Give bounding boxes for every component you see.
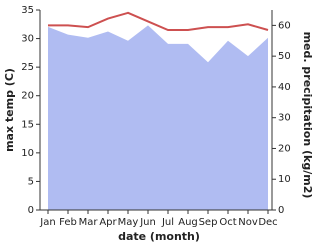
chart: date (month) max temp (C) med. precipita… — [3, 5, 314, 243]
x-tick-label: Jun — [139, 217, 156, 228]
y-tick-label: 15 — [21, 119, 34, 130]
y2-tick-label: 50 — [278, 51, 291, 62]
y-tick-label: 35 — [21, 5, 34, 16]
x-tick-label: May — [118, 217, 139, 228]
y-tick-label: 0 — [28, 205, 34, 216]
y-tick-label: 30 — [21, 34, 34, 45]
y-axis-label: max temp (C) — [3, 68, 16, 152]
x-tick-label: Apr — [99, 217, 117, 228]
x-tick-label: Dec — [258, 217, 277, 228]
y2-axis-label: med. precipitation (kg/m2) — [301, 32, 314, 199]
x-axis-label: date (month) — [118, 230, 200, 243]
x-tick-label: Aug — [178, 217, 198, 228]
x-tick-label: Nov — [238, 217, 258, 228]
line — [48, 11, 269, 31]
x-tick-label: Jul — [161, 217, 174, 228]
y-tick-label: 5 — [28, 176, 34, 187]
x-tick-label: Jan — [39, 217, 55, 228]
y2-tick-label: 10 — [278, 174, 291, 185]
y-tick-label: 25 — [21, 62, 34, 73]
y2-tick-label: 20 — [278, 143, 291, 154]
x-tick-label: Oct — [219, 217, 236, 228]
x-tick-label: Feb — [59, 217, 77, 228]
y-tick-label: 10 — [21, 148, 34, 159]
y2-tick-label: 0 — [278, 205, 284, 216]
x-tick-label: Sep — [199, 217, 218, 228]
y-tick-label: 20 — [21, 91, 34, 102]
y2-tick-label: 30 — [278, 113, 291, 124]
x-tick-label: Mar — [79, 217, 99, 228]
y2-tick-label: 40 — [278, 82, 291, 93]
y2-tick-label: 60 — [278, 20, 291, 31]
area — [48, 25, 268, 211]
